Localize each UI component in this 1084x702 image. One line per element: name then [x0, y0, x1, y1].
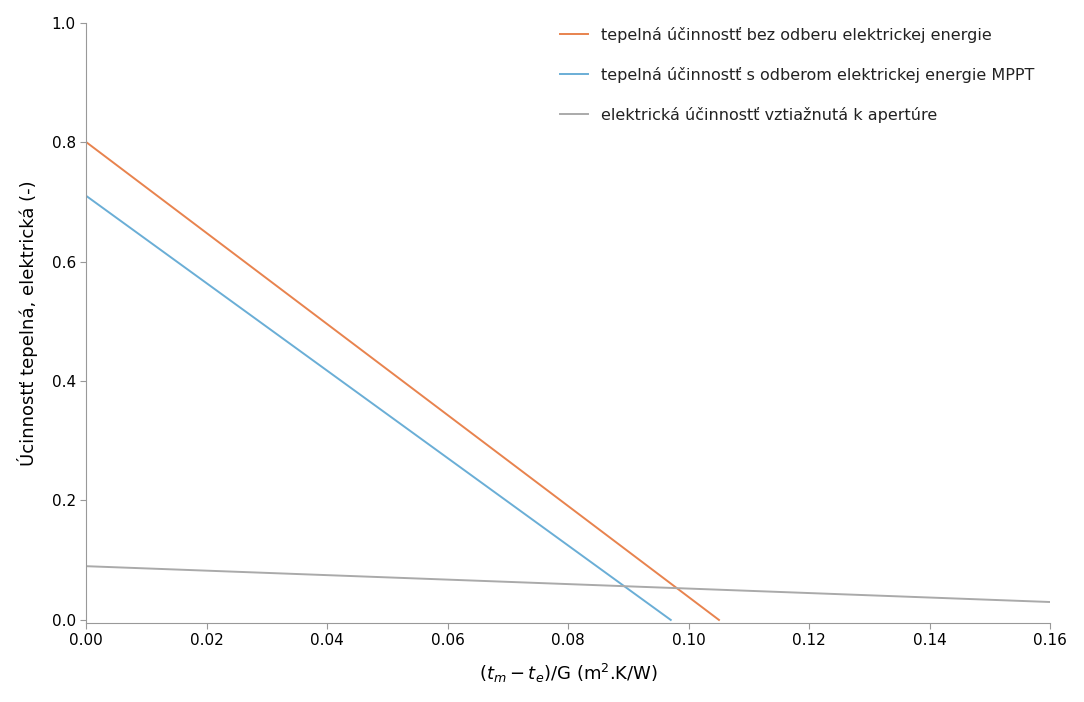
tepelná účinnostť bez odberu elektrickej energie	[80, 138, 93, 146]
tepelná účinnostť s odberom elektrickej energie MPPT	[664, 616, 678, 624]
Line: tepelná účinnostť bez odberu elektrickej energie: tepelná účinnostť bez odberu elektrickej…	[87, 142, 719, 620]
X-axis label: $(t_m-t_e)$/G (m$^2$.K/W): $(t_m-t_e)$/G (m$^2$.K/W)	[479, 662, 658, 685]
tepelná účinnostť s odberom elektrickej energie MPPT	[80, 192, 93, 200]
tepelná účinnostť bez odberu elektrickej energie	[712, 616, 725, 624]
Legend: tepelná účinnostť bez odberu elektrickej energie, tepelná účinnostť s odberom el: tepelná účinnostť bez odberu elektrickej…	[552, 19, 1043, 131]
Y-axis label: Úcinnostť tepelná, elektrická (-): Úcinnostť tepelná, elektrická (-)	[16, 180, 38, 465]
Line: tepelná účinnostť s odberom elektrickej energie MPPT: tepelná účinnostť s odberom elektrickej …	[87, 196, 671, 620]
